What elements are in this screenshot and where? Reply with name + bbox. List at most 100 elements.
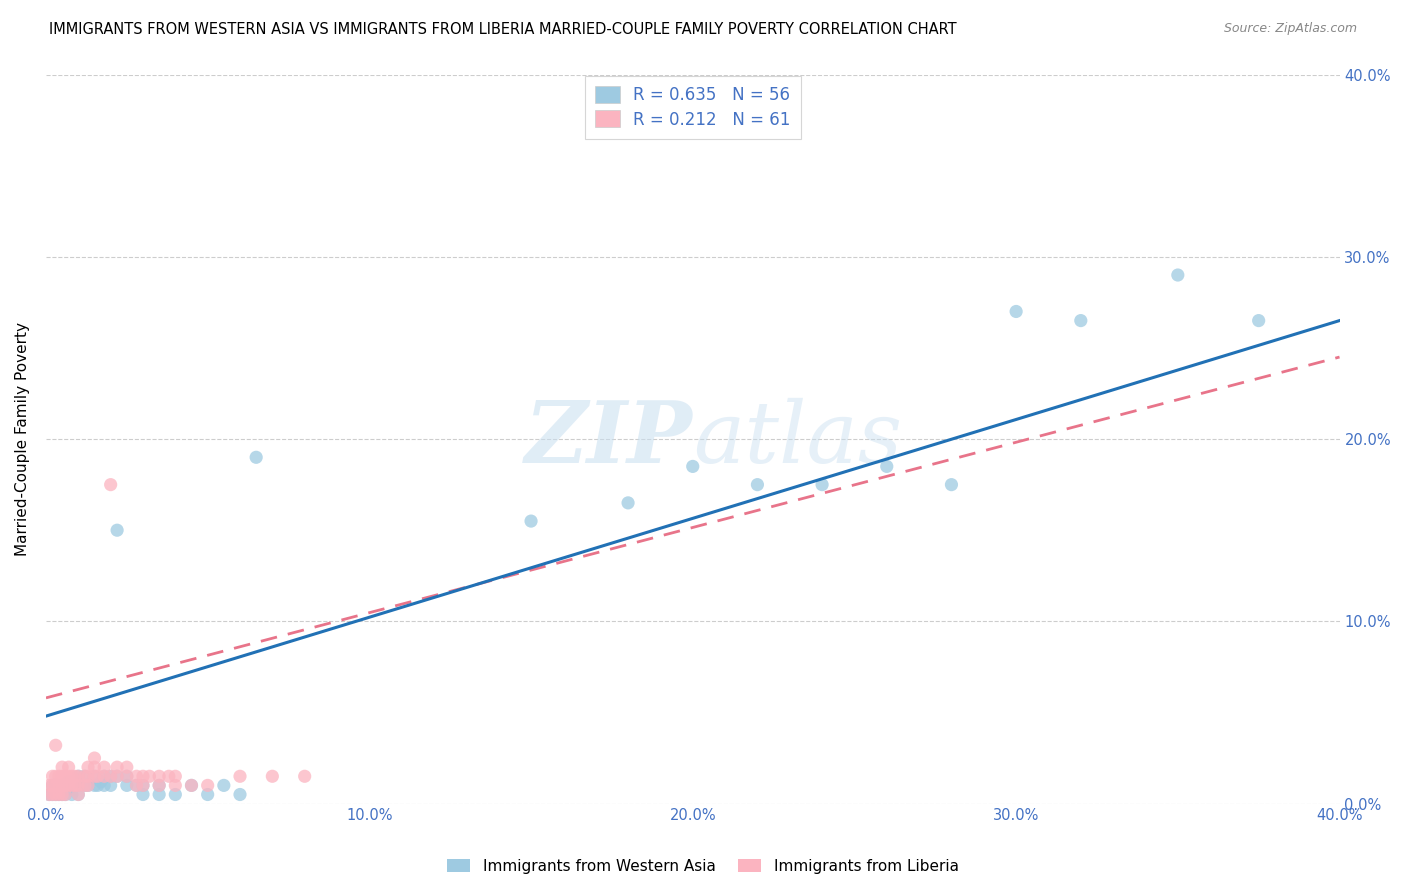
Point [100, 769, 122, 783]
Point [682, 459, 704, 474]
Text: IMMIGRANTS FROM WESTERN ASIA VS IMMIGRANTS FROM LIBERIA MARRIED-COUPLE FAMILY PO: IMMIGRANTS FROM WESTERN ASIA VS IMMIGRAN… [49, 22, 957, 37]
Point [53, 778, 76, 792]
Point [67, 788, 90, 802]
Point [165, 778, 187, 792]
Point [41, 778, 63, 792]
Point [77, 769, 100, 783]
Point [58, 774, 80, 789]
Point [811, 477, 834, 491]
Point [77, 778, 100, 792]
Point [83, 769, 105, 783]
Point [51, 788, 73, 802]
Point [520, 514, 543, 528]
Point [48, 769, 70, 783]
Point [58, 778, 80, 792]
Point [48, 782, 70, 797]
Point [941, 477, 963, 491]
Point [180, 778, 202, 792]
Point [48, 788, 70, 802]
Point [51, 769, 73, 783]
Point [157, 769, 180, 783]
Point [45, 739, 67, 753]
Point [93, 760, 115, 774]
Point [1247, 313, 1270, 327]
Point [67, 778, 90, 792]
Point [876, 459, 898, 474]
Point [617, 496, 640, 510]
Point [53, 769, 76, 783]
Point [105, 523, 128, 537]
Point [67, 788, 90, 802]
Point [1005, 304, 1028, 318]
Legend: Immigrants from Western Asia, Immigrants from Liberia: Immigrants from Western Asia, Immigrants… [441, 853, 965, 880]
Point [45, 769, 67, 783]
Point [45, 788, 67, 802]
Point [83, 751, 105, 765]
Point [747, 477, 769, 491]
Point [180, 778, 202, 792]
Point [60, 769, 83, 783]
Point [132, 778, 155, 792]
Point [132, 778, 155, 792]
Point [45, 778, 67, 792]
Point [115, 769, 138, 783]
Point [93, 769, 115, 783]
Point [48, 778, 70, 792]
Point [86, 778, 108, 792]
Point [58, 769, 80, 783]
Point [41, 788, 63, 802]
Point [51, 788, 73, 802]
Point [63, 778, 86, 792]
Point [58, 782, 80, 797]
Point [100, 778, 122, 792]
Point [197, 788, 219, 802]
Point [148, 778, 170, 792]
Point [148, 778, 170, 792]
Point [60, 778, 83, 792]
Text: atlas: atlas [693, 398, 901, 481]
Point [105, 769, 128, 783]
Point [73, 778, 96, 792]
Point [262, 769, 284, 783]
Point [45, 788, 67, 802]
Point [100, 769, 122, 783]
Point [105, 760, 128, 774]
Text: ZIP: ZIP [524, 397, 693, 481]
Point [100, 477, 122, 491]
Point [93, 769, 115, 783]
Point [67, 778, 90, 792]
Point [63, 778, 86, 792]
Point [148, 769, 170, 783]
Point [212, 778, 235, 792]
Point [165, 788, 187, 802]
Point [38, 788, 60, 802]
Point [115, 778, 138, 792]
Point [90, 774, 112, 789]
Point [229, 769, 252, 783]
Point [115, 769, 138, 783]
Point [138, 769, 160, 783]
Point [48, 788, 70, 802]
Point [51, 778, 73, 792]
Point [115, 760, 138, 774]
Point [132, 769, 155, 783]
Point [125, 778, 148, 792]
Point [51, 760, 73, 774]
Point [165, 769, 187, 783]
Point [77, 760, 100, 774]
Point [45, 778, 67, 792]
Point [83, 760, 105, 774]
Point [105, 769, 128, 783]
Point [86, 769, 108, 783]
Point [1167, 268, 1189, 282]
Point [148, 788, 170, 802]
Point [197, 778, 219, 792]
Point [294, 769, 316, 783]
Point [83, 778, 105, 792]
Point [132, 788, 155, 802]
Point [67, 769, 90, 783]
Point [53, 788, 76, 802]
Point [73, 769, 96, 783]
Point [245, 450, 267, 465]
Point [38, 778, 60, 792]
